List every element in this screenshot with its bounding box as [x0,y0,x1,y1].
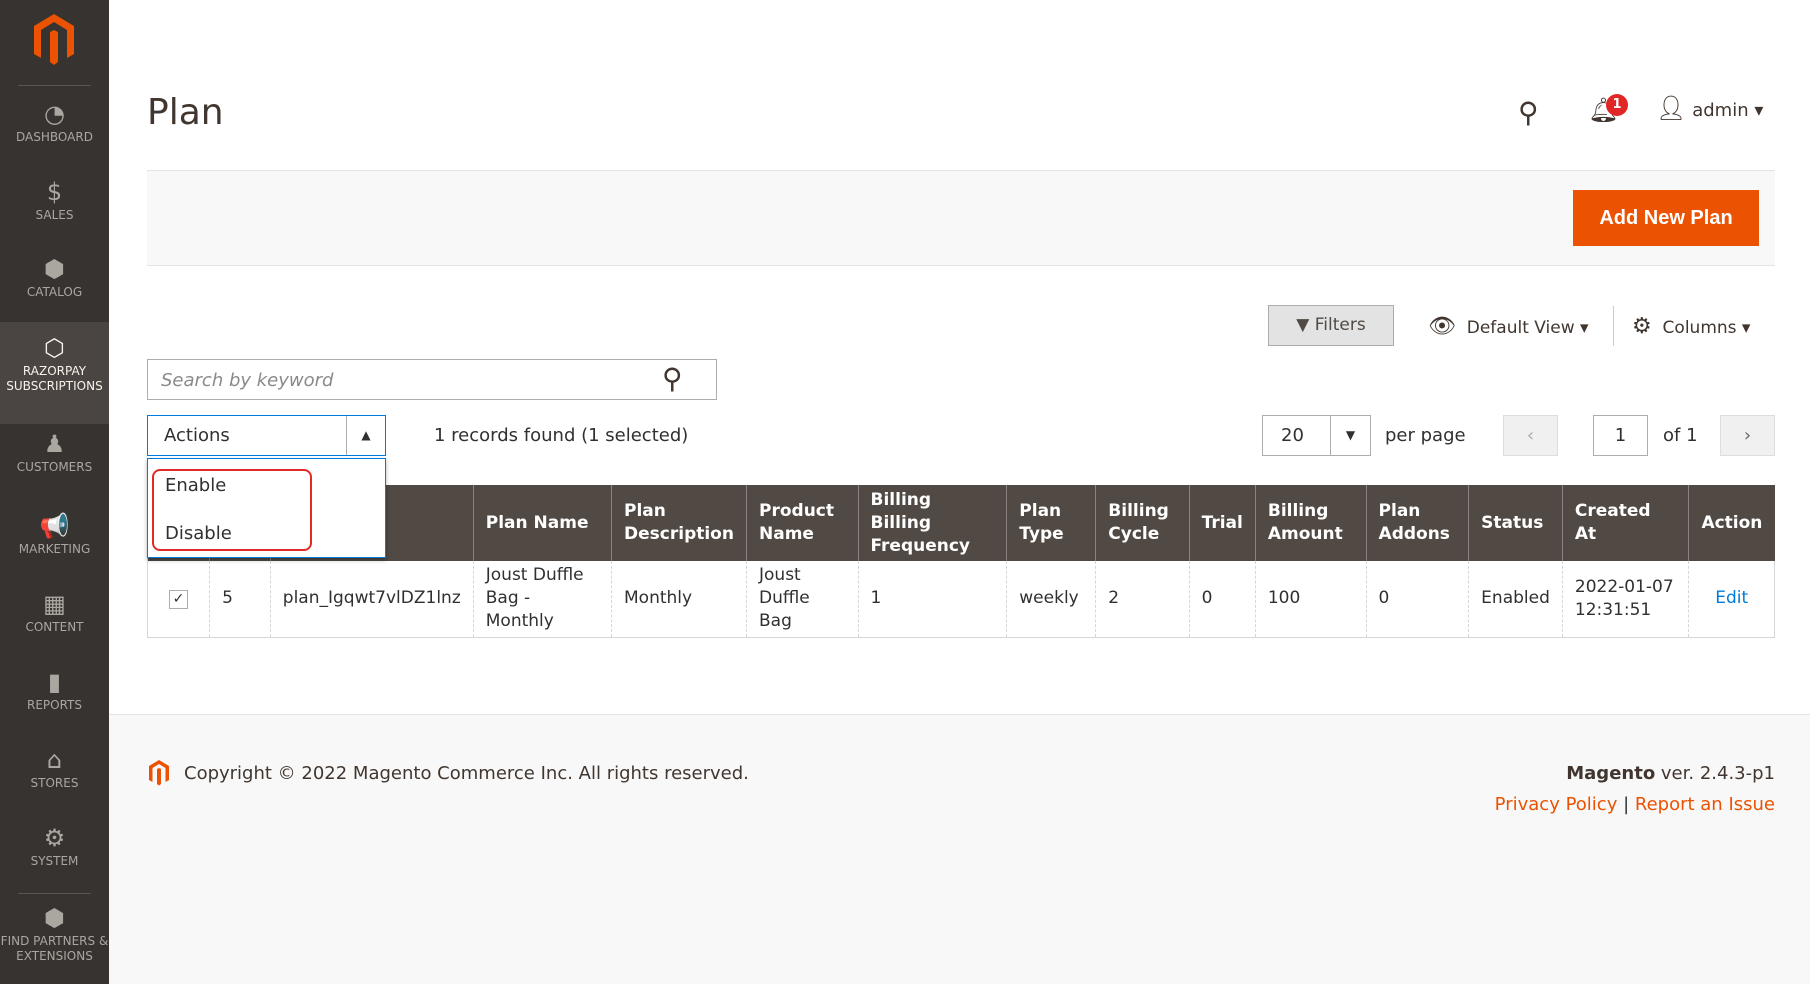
privacy-policy-link[interactable]: Privacy Policy [1494,794,1618,815]
footer: Copyright © 2022 Magento Commerce Inc. A… [109,714,1810,984]
column-header[interactable]: Plan Name [472,485,612,561]
search-input[interactable]: Search by keyword ⚲ [147,359,717,400]
box-icon: ⬢ [44,255,65,283]
bar-chart-icon: ▮ [47,668,62,696]
column-header[interactable]: Product Name [746,485,859,561]
gear-icon: ⚙ [1632,314,1652,339]
action-disable[interactable]: Disable [165,523,232,544]
page-actions-bar [147,170,1775,266]
arrow-up-icon[interactable]: ▲ [346,416,385,455]
user-menu[interactable]: 👤︎ admin ▾ [1656,94,1764,122]
column-header[interactable]: Plan Type [1006,485,1096,561]
action-enable[interactable]: Enable [165,475,227,496]
page-title: Plan [147,92,224,133]
table-cell: 2022-01-07 12:31:51 [1561,561,1689,638]
table-cell: 100 [1254,561,1367,638]
table-cell: Monthly [611,561,747,638]
table-cell: 2 [1095,561,1190,638]
column-header[interactable]: Action [1688,485,1775,561]
view-selector[interactable]: 👁︎ Default View ▾ [1428,314,1589,339]
sidebar-item-marketing[interactable]: 📢 MARKETING [0,512,109,557]
megaphone-icon: 📢 [39,512,70,540]
table-cell: Joust Duffle Bag - Monthly [472,561,612,638]
table-cell: 5 [209,561,271,638]
row-checkbox[interactable]: ✓ [146,561,210,638]
layout-icon: ▦ [43,590,66,618]
table-cell: 0 [1188,561,1256,638]
column-header[interactable]: Plan Description [611,485,747,561]
sidebar-item-customers[interactable]: ♟ CUSTOMERS [0,430,109,475]
dollar-icon: $ [46,178,63,206]
actions-select[interactable]: Actions ▲ [147,415,386,456]
per-page-select[interactable]: 20 ▼ [1262,415,1371,456]
sidebar-item-system[interactable]: ⚙ SYSTEM [0,824,109,869]
search-icon[interactable]: ⚲ [662,362,683,395]
global-search-icon[interactable]: ⚲ [1518,96,1539,129]
magento-footer-logo [149,760,169,786]
filters-button[interactable]: ▼ Filters [1268,305,1394,346]
sidebar: ◔ DASHBOARD $ SALES ⬢ CATALOG ⬡ RAZORPAY SUBSCR… [0,0,109,984]
columns-selector[interactable]: ⚙ Columns ▾ [1632,314,1751,339]
version: Magento ver. 2.4.3-p1 [1566,763,1775,784]
sidebar-item-razorpay-subscriptions[interactable]: ⬡ RAZORPAY SUBSCRIPTIONS [0,322,109,424]
actions-dropdown: Enable Disable [147,458,386,558]
page-total: of 1 [1663,425,1698,446]
column-header[interactable]: Trial [1188,485,1256,561]
page-input[interactable]: 1 [1593,415,1648,456]
column-header[interactable]: Plan Addons [1365,485,1469,561]
records-count: 1 records found (1 selected) [434,425,689,446]
column-header[interactable]: Created At [1561,485,1689,561]
user-icon: 👤︎ [1656,94,1687,122]
prev-page-button[interactable]: ‹ [1503,415,1558,456]
person-icon: ♟ [43,430,66,458]
notifications-bell[interactable]: 🔔︎ 1 [1588,94,1628,124]
sidebar-item-sales[interactable]: $ SALES [0,178,109,223]
sidebar-item-stores[interactable]: ⌂ STORES [0,746,109,791]
gear-icon: ⚙ [43,824,66,852]
table-cell: 1 [857,561,1007,638]
sidebar-item-dashboard[interactable]: ◔ DASHBOARD [0,100,109,145]
table-cell: Enabled [1468,561,1563,638]
next-page-button[interactable]: › [1720,415,1775,456]
chevron-down-icon: ▼ [1330,416,1370,455]
magento-logo[interactable] [30,12,78,68]
dashboard-icon: ◔ [44,100,65,128]
sidebar-item-catalog[interactable]: ⬢ CATALOG [0,255,109,300]
notification-count: 1 [1606,94,1628,116]
checkbox-checked-icon[interactable]: ✓ [169,590,189,610]
filter-icon: ▼ [1296,315,1310,335]
eye-icon: 👁︎ [1428,314,1456,339]
highlight-box [152,469,312,551]
copyright: Copyright © 2022 Magento Commerce Inc. A… [184,763,749,784]
column-header[interactable]: Status [1468,485,1563,561]
column-header[interactable]: Billing Cycle [1095,485,1190,561]
sidebar-item-reports[interactable]: ▮ REPORTS [0,668,109,713]
per-page-label: per page [1385,425,1466,446]
add-new-plan-button[interactable]: Add New Plan [1573,190,1759,246]
sidebar-item-find-partners-extensions[interactable]: ⬢ FIND PARTNERS & EXTENSIONS [0,904,109,963]
table-cell: 0 [1365,561,1469,638]
report-issue-link[interactable]: Report an Issue [1634,794,1775,815]
hexagon-icon: ⬡ [44,334,65,362]
table-cell: weekly [1006,561,1096,638]
column-header[interactable]: Billing Billing Frequency [857,485,1007,561]
sidebar-item-content[interactable]: ▦ CONTENT [0,590,109,635]
edit-link[interactable]: Edit [1688,561,1775,638]
table-cell: Joust Duffle Bag [746,561,859,638]
table-cell: plan_Igqwt7vlDZ1lnz [269,561,474,638]
store-icon: ⌂ [46,746,63,774]
table-row: ✓ 5 plan_Igqwt7vlDZ1lnz Joust Duffle Bag - … [146,561,1775,638]
boxes-icon: ⬢ [44,904,65,932]
column-header[interactable]: Billing Amount [1254,485,1367,561]
